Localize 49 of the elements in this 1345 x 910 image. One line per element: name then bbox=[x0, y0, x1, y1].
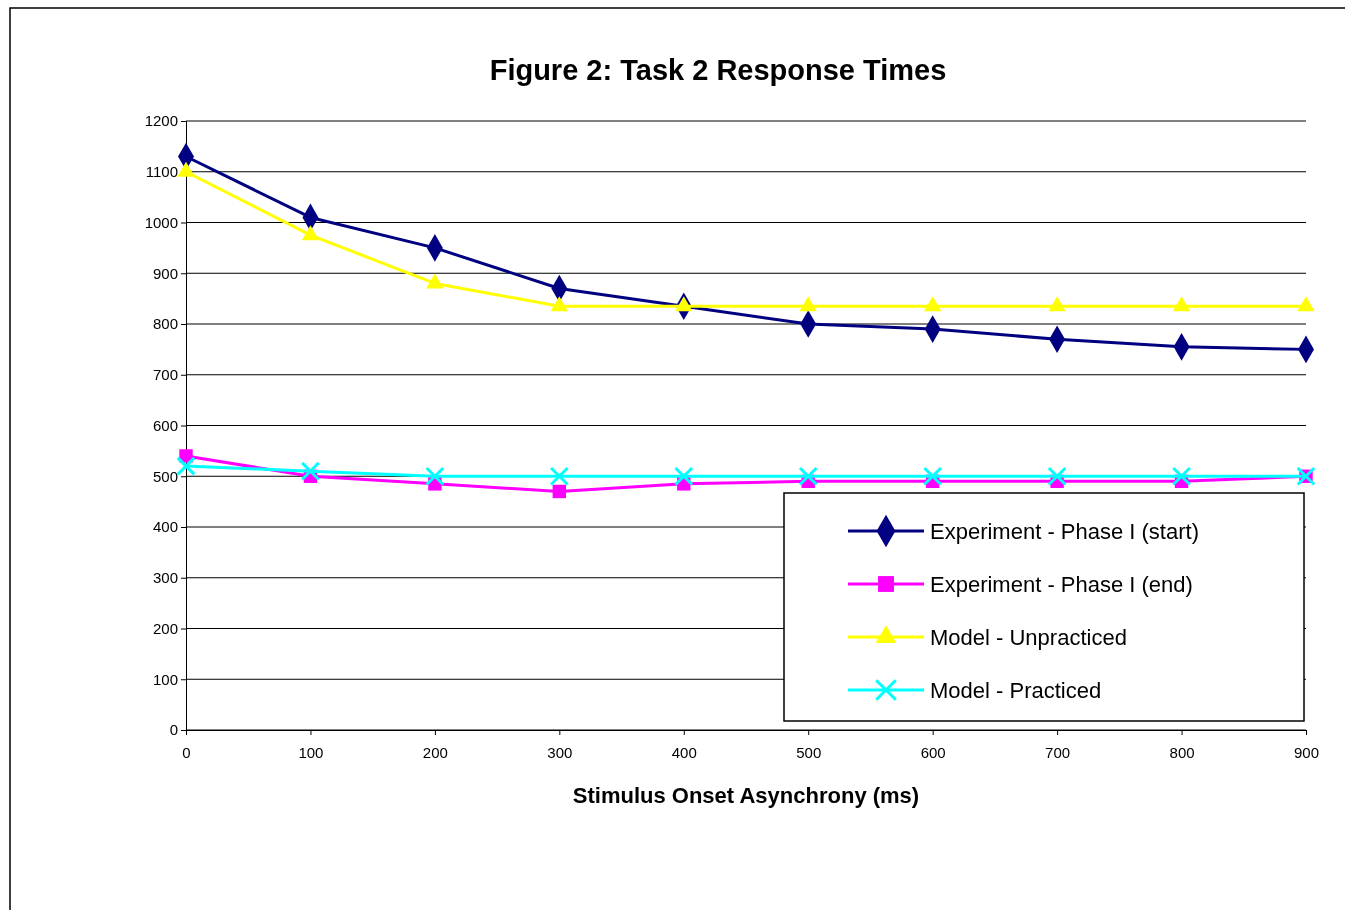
x-axis-title: Stimulus Onset Asynchrony (ms) bbox=[572, 783, 920, 808]
y-tick-label: 900 bbox=[152, 264, 178, 282]
point bbox=[176, 456, 196, 476]
legend-label: Experiment - Phase I (start) bbox=[930, 519, 1199, 544]
x-tick-label: 300 bbox=[547, 743, 573, 761]
y-tick-label: 800 bbox=[152, 315, 178, 333]
y-tick-label: 600 bbox=[152, 416, 178, 434]
y-tick-label: 200 bbox=[152, 619, 178, 637]
point bbox=[674, 466, 694, 487]
y-tick-label: 700 bbox=[152, 366, 178, 384]
point bbox=[426, 273, 444, 289]
y-tick-label: 500 bbox=[152, 467, 178, 485]
point bbox=[552, 484, 567, 499]
x-tick-label: 700 bbox=[1045, 743, 1071, 761]
chart-title: Figure 2: Task 2 Response Times bbox=[489, 54, 947, 86]
point bbox=[425, 466, 445, 487]
point bbox=[1172, 296, 1191, 312]
point bbox=[1171, 466, 1192, 487]
point bbox=[675, 296, 693, 312]
x-tick-label: 600 bbox=[920, 743, 946, 761]
point bbox=[300, 461, 321, 481]
y-tick-label: 300 bbox=[152, 569, 178, 587]
point bbox=[799, 296, 817, 312]
x-tick-label: 800 bbox=[1169, 743, 1195, 761]
point bbox=[924, 296, 942, 312]
point bbox=[550, 296, 568, 312]
point bbox=[301, 225, 320, 241]
x-tick-label: 500 bbox=[796, 743, 822, 761]
legend-label: Model - Unpracticed bbox=[930, 625, 1127, 650]
point bbox=[1048, 296, 1066, 312]
point bbox=[922, 466, 943, 487]
y-tick-label: 1100 bbox=[145, 163, 178, 181]
point bbox=[798, 466, 818, 487]
x-tick-label: 100 bbox=[298, 743, 324, 761]
y-tick-label: 1200 bbox=[144, 112, 178, 130]
x-tick-label: 400 bbox=[671, 743, 697, 761]
point bbox=[177, 161, 195, 177]
point bbox=[549, 466, 570, 487]
y-tick-label: 100 bbox=[152, 670, 178, 688]
point bbox=[1047, 466, 1067, 487]
legend-label: Experiment - Phase I (end) bbox=[930, 572, 1193, 597]
x-tick-label: 0 bbox=[182, 743, 191, 761]
y-tick-label: 400 bbox=[152, 518, 178, 536]
legend-label: Model - Practiced bbox=[930, 678, 1102, 703]
x-tick-label: 200 bbox=[422, 743, 448, 761]
y-tick-label: 1000 bbox=[144, 213, 178, 231]
y-tick-label: 0 bbox=[169, 721, 178, 739]
point bbox=[1297, 296, 1315, 312]
x-tick-label: 900 bbox=[1293, 743, 1320, 761]
